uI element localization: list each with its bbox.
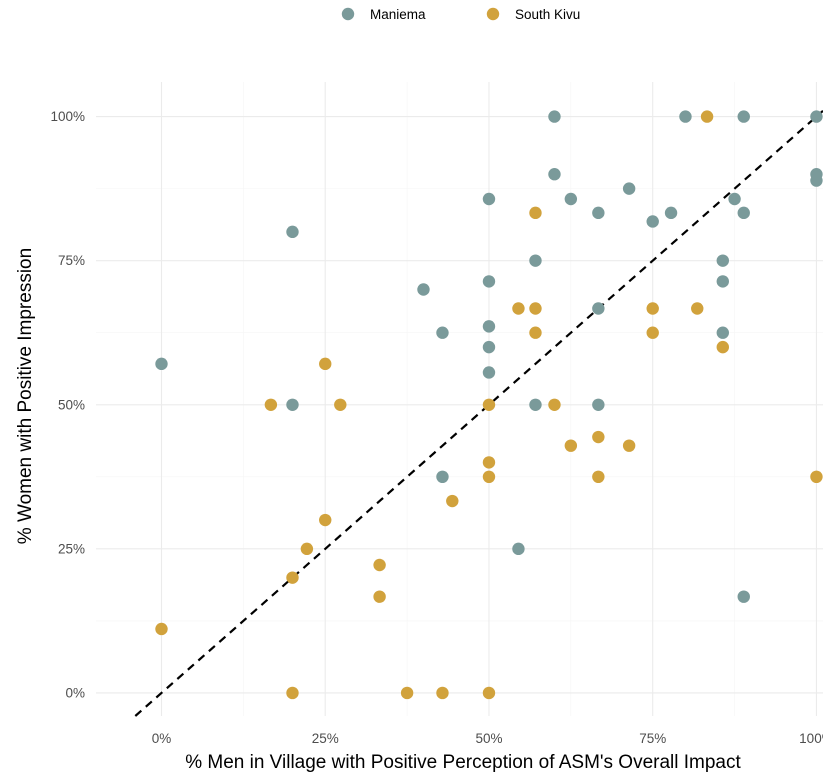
data-point bbox=[592, 302, 605, 315]
data-point bbox=[737, 206, 750, 220]
data-point bbox=[334, 398, 347, 411]
data-point bbox=[548, 110, 561, 123]
series-south-kivu bbox=[155, 110, 823, 700]
data-point bbox=[286, 571, 299, 584]
data-point bbox=[286, 225, 299, 239]
data-point bbox=[548, 398, 561, 411]
data-point bbox=[646, 215, 659, 228]
data-point bbox=[529, 206, 542, 220]
data-point bbox=[482, 686, 496, 700]
series-maniema bbox=[155, 110, 823, 603]
data-point bbox=[737, 110, 750, 123]
x-axis-title: % Men in Village with Positive Perceptio… bbox=[185, 752, 741, 773]
data-point bbox=[155, 622, 168, 636]
data-point bbox=[548, 168, 561, 181]
data-points bbox=[155, 110, 823, 700]
data-point bbox=[436, 326, 449, 339]
legend-key-maniema bbox=[341, 7, 355, 21]
data-point bbox=[300, 542, 314, 556]
data-point bbox=[482, 320, 496, 333]
grid bbox=[96, 82, 823, 716]
data-point bbox=[286, 686, 299, 700]
data-point bbox=[373, 590, 386, 603]
legend-key-south-kivu bbox=[486, 7, 500, 21]
data-point bbox=[436, 470, 449, 484]
data-point bbox=[319, 513, 332, 527]
y-axis-ticks: 0% 25% 50% 75% 100% bbox=[50, 109, 85, 700]
data-point bbox=[716, 326, 729, 339]
reference-line bbox=[134, 109, 823, 717]
data-point bbox=[564, 439, 578, 452]
data-point bbox=[700, 110, 714, 123]
y-tick-label: 75% bbox=[58, 253, 85, 268]
x-axis-ticks: 0% 25% 50% 75% 100% bbox=[152, 731, 823, 746]
data-point bbox=[664, 206, 678, 220]
data-point bbox=[646, 326, 659, 339]
data-point bbox=[482, 192, 496, 206]
x-tick-label: 0% bbox=[152, 731, 172, 746]
data-point bbox=[716, 254, 729, 267]
data-point bbox=[716, 340, 729, 354]
data-point bbox=[482, 340, 496, 354]
x-tick-label: 50% bbox=[475, 731, 502, 746]
data-point bbox=[400, 686, 414, 700]
data-point bbox=[592, 206, 605, 220]
data-point bbox=[810, 470, 823, 484]
data-point bbox=[417, 283, 430, 296]
data-point bbox=[691, 302, 704, 315]
data-point bbox=[728, 192, 741, 206]
data-point bbox=[482, 456, 496, 469]
legend: Maniema South Kivu bbox=[341, 7, 580, 22]
data-point bbox=[529, 302, 542, 315]
y-axis-title: % Women with Positive Impression bbox=[15, 248, 36, 544]
x-tick-label: 100% bbox=[799, 731, 823, 746]
y-tick-label: 0% bbox=[65, 685, 85, 700]
data-point bbox=[482, 398, 496, 411]
data-point bbox=[512, 302, 525, 315]
data-point bbox=[482, 470, 496, 484]
data-point bbox=[564, 192, 578, 206]
data-point bbox=[529, 326, 542, 339]
data-point bbox=[716, 275, 729, 288]
reference-line-group bbox=[134, 109, 823, 717]
legend-label: Maniema bbox=[370, 7, 426, 22]
data-point bbox=[592, 470, 605, 484]
data-point bbox=[319, 357, 332, 371]
data-point bbox=[264, 398, 278, 411]
data-point bbox=[679, 110, 692, 123]
data-point bbox=[512, 542, 525, 556]
y-tick-label: 50% bbox=[58, 397, 85, 412]
y-tick-label: 100% bbox=[50, 109, 85, 124]
data-point bbox=[482, 275, 496, 288]
data-point bbox=[737, 590, 750, 603]
data-point bbox=[446, 494, 459, 508]
y-tick-label: 25% bbox=[58, 541, 85, 556]
data-point bbox=[592, 430, 605, 444]
data-point bbox=[155, 357, 168, 371]
data-point bbox=[529, 398, 542, 411]
data-point bbox=[592, 398, 605, 411]
data-point bbox=[436, 686, 449, 700]
data-point bbox=[810, 110, 823, 123]
data-point bbox=[810, 174, 823, 187]
data-point bbox=[482, 366, 496, 379]
x-tick-label: 25% bbox=[312, 731, 339, 746]
x-tick-label: 75% bbox=[639, 731, 666, 746]
data-point bbox=[622, 182, 636, 195]
data-point bbox=[646, 302, 659, 315]
data-point bbox=[373, 558, 386, 572]
data-point bbox=[286, 398, 299, 411]
legend-label: South Kivu bbox=[515, 7, 580, 22]
data-point bbox=[529, 254, 542, 267]
data-point bbox=[622, 439, 636, 452]
